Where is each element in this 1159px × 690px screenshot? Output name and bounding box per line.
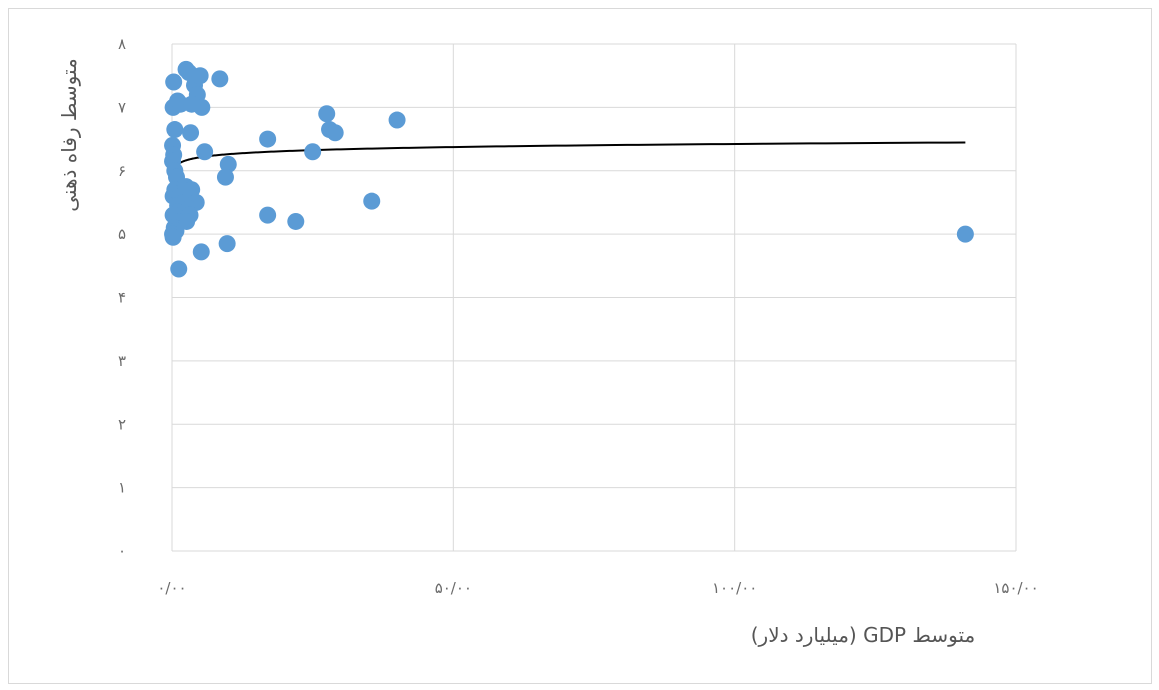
y-tick-label: ۲ [118,415,126,433]
y-tick-label: ۶ [118,162,126,180]
x-tick-labels: ۰/۰۰ ۵۰/۰۰ ۱۰۰/۰۰ ۱۵۰/۰۰ [157,579,1038,597]
y-tick-labels: ۰ ۱ ۲ ۳ ۴ ۵ ۶ ۷ ۸ [118,35,126,560]
data-point [166,121,184,139]
data-point [326,124,344,142]
data-point [211,70,229,88]
data-point [192,243,210,261]
trendline [171,141,966,175]
x-tick-label: ۰/۰۰ [157,579,186,597]
y-tick-label: ۳ [118,352,126,370]
data-point [219,155,237,173]
y-tick-label: ۵ [118,225,126,243]
trendline-group [171,141,966,175]
y-axis-title: متوسط رفاه ذهنی [57,58,81,212]
data-point [304,143,322,161]
data-point [388,111,406,129]
x-axis-title: متوسط GDP (میلیارد دلار) [751,623,976,647]
data-point [170,260,188,278]
x-tick-label: ۱۵۰/۰۰ [993,579,1038,597]
data-point [216,168,234,186]
x-tick-label: ۵۰/۰۰ [435,579,472,597]
data-point [287,212,305,230]
data-point [196,143,214,161]
data-point [259,206,277,224]
x-tick-label: ۱۰۰/۰۰ [712,579,757,597]
y-tick-label: ۸ [118,35,126,53]
data-point [164,228,182,246]
y-tick-label: ۴ [118,289,126,307]
data-point [259,130,277,148]
y-tick-label: ۰ [118,542,126,560]
data-point [956,225,974,243]
data-point [165,73,183,91]
chart-frame [8,8,1152,684]
data-points [164,60,974,278]
data-point [191,67,209,85]
data-point [218,235,236,253]
data-point [182,124,200,142]
data-point [363,192,381,210]
data-point [318,105,336,123]
y-tick-label: ۷ [118,98,126,116]
y-tick-label: ۱ [118,479,126,497]
gridlines [171,43,1017,552]
data-point [183,95,201,113]
